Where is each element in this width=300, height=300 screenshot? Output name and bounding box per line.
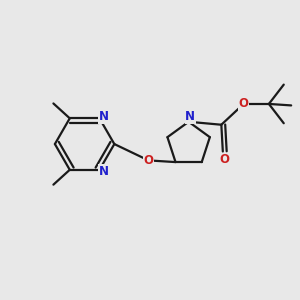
Text: N: N [99, 110, 109, 123]
Text: O: O [143, 154, 154, 167]
Text: N: N [99, 165, 109, 178]
Text: N: N [185, 110, 195, 123]
Text: O: O [238, 98, 249, 110]
Text: O: O [219, 153, 229, 166]
